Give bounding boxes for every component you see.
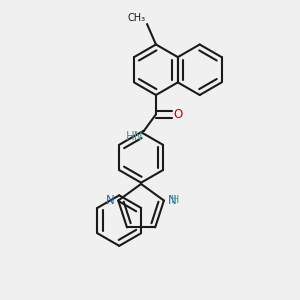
Text: N: N — [167, 194, 176, 207]
Text: N: N — [106, 194, 115, 207]
Text: HN: HN — [126, 130, 143, 143]
Text: O: O — [174, 108, 183, 121]
Text: CH₃: CH₃ — [128, 13, 146, 23]
Text: H: H — [171, 195, 180, 205]
